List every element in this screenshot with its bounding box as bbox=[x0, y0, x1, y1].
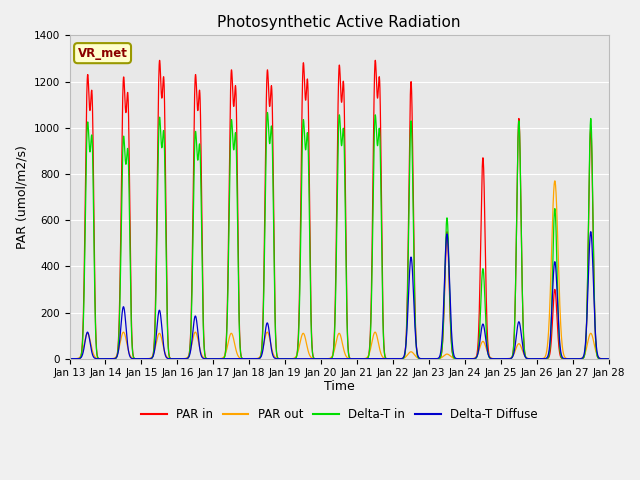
Y-axis label: PAR (umol/m2/s): PAR (umol/m2/s) bbox=[15, 145, 28, 249]
Legend: PAR in, PAR out, Delta-T in, Delta-T Diffuse: PAR in, PAR out, Delta-T in, Delta-T Dif… bbox=[136, 403, 542, 426]
Text: VR_met: VR_met bbox=[77, 47, 127, 60]
Title: Photosynthetic Active Radiation: Photosynthetic Active Radiation bbox=[218, 15, 461, 30]
X-axis label: Time: Time bbox=[324, 380, 355, 393]
